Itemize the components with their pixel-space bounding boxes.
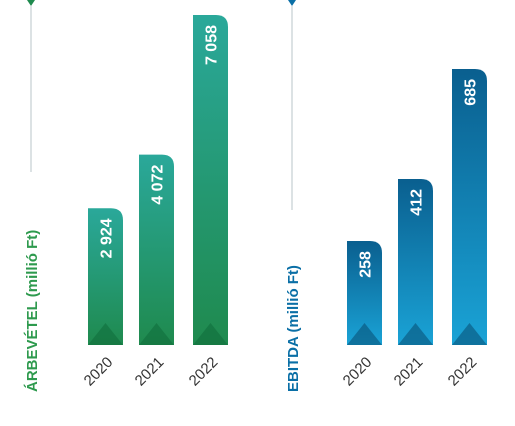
revenue-chart: ÁRBEVÉTEL (millió Ft) 2 924 2020 4 072 2021… [24, 0, 228, 392]
bar-base-triangle-icon [347, 323, 382, 345]
marker-triangle-icon [27, 0, 35, 6]
ebitda-chart: EBITDA (millió Ft) 258 2020 412 2021 685 2022 [285, 0, 487, 392]
ebitda-year-tick: 2021 [391, 354, 427, 390]
revenue-value-label: 2 924 [99, 218, 116, 258]
bar-base-triangle-icon [398, 323, 433, 345]
bar-base-triangle-icon [193, 323, 228, 345]
ebitda-value-label: 258 [358, 251, 375, 278]
ebitda-bar-2022 [452, 69, 487, 345]
ebitda-bar-2020 [347, 241, 382, 345]
revenue-value-label: 7 058 [204, 25, 221, 65]
ebitda-axis-title: EBITDA (millió Ft) [285, 265, 302, 392]
revenue-bar-2022 [193, 15, 228, 345]
ebitda-year-tick: 2022 [445, 354, 481, 390]
bar-base-triangle-icon [88, 323, 123, 345]
revenue-bar-2021 [139, 154, 174, 345]
bar-base-triangle-icon [139, 323, 174, 345]
marker-triangle-icon [288, 0, 296, 6]
ebitda-bar-2021 [398, 178, 433, 345]
revenue-year-tick: 2021 [132, 354, 168, 390]
ebitda-year-tick: 2020 [340, 354, 376, 390]
revenue-year-tick: 2022 [186, 354, 222, 390]
revenue-bar-2020 [88, 208, 123, 345]
ebitda-value-label: 412 [409, 189, 426, 216]
revenue-year-tick: 2020 [81, 354, 117, 390]
revenue-axis-title: ÁRBEVÉTEL (millió Ft) [24, 230, 41, 392]
ebitda-value-label: 685 [463, 79, 480, 106]
bar-base-triangle-icon [452, 323, 487, 345]
revenue-value-label: 4 072 [150, 165, 167, 205]
